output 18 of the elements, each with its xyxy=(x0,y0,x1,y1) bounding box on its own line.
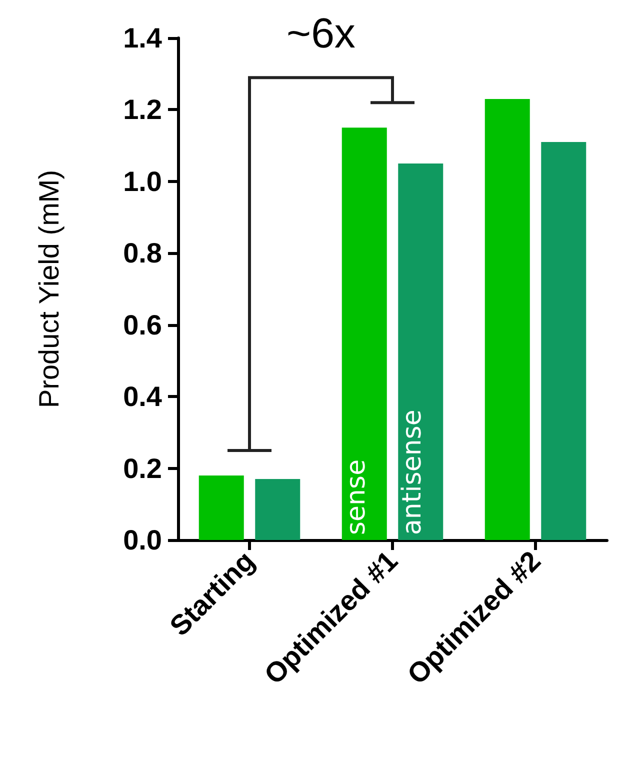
y-axis-title: Product Yield (mM) xyxy=(34,170,64,408)
series-label: sense xyxy=(341,459,372,535)
bar xyxy=(541,142,586,540)
bar xyxy=(484,98,530,540)
y-tick-label: 1.2 xyxy=(123,94,162,126)
y-tick-label: 0.0 xyxy=(123,524,162,556)
bar xyxy=(198,475,244,540)
bar xyxy=(342,128,387,540)
bar xyxy=(398,164,444,540)
y-tick-label: 1.4 xyxy=(123,22,162,54)
annotation: ~6x xyxy=(286,10,356,57)
series-label: antisense xyxy=(398,410,428,535)
y-tick-label: 0.4 xyxy=(123,381,162,412)
y-tick-label: 0.8 xyxy=(123,238,162,269)
bar xyxy=(255,479,300,540)
y-tick-label: 1.0 xyxy=(123,166,162,197)
y-tick-label: 0.6 xyxy=(123,309,162,340)
y-tick-label: 0.2 xyxy=(123,452,162,484)
